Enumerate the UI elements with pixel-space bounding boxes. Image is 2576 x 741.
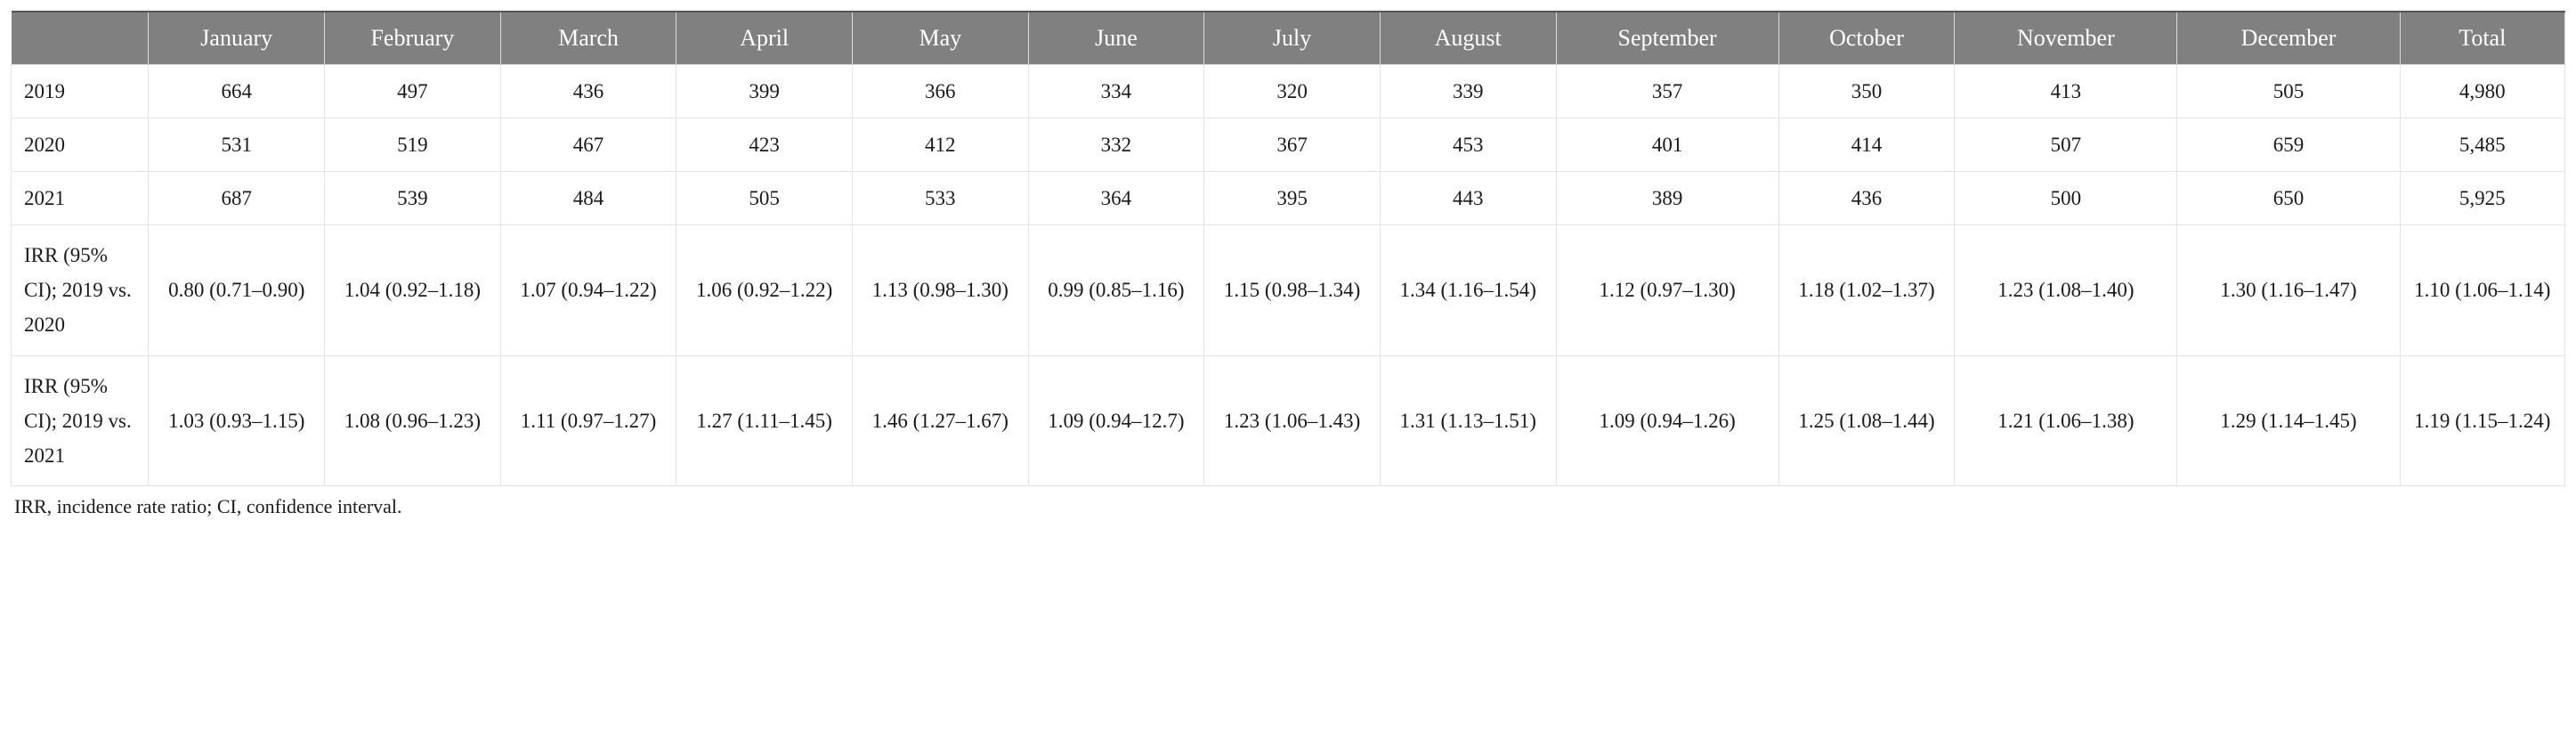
cell: 334 [1028,65,1204,118]
col-head-december: December [2177,12,2400,65]
cell: 650 [2177,172,2400,225]
cell: 1.27 (1.11–1.45) [676,355,853,485]
table-header-row: January February March April May June Ju… [12,12,2565,65]
col-head-july: July [1204,12,1381,65]
cell: 4,980 [2400,65,2564,118]
cell: 1.25 (1.08–1.44) [1778,355,1955,485]
cell: 413 [1955,65,2177,118]
col-head-october: October [1778,12,1955,65]
cell: 366 [852,65,1028,118]
cell: 401 [1556,118,1778,172]
cell: 1.30 (1.16–1.47) [2177,225,2400,355]
col-head-total: Total [2400,12,2564,65]
cell: 1.08 (0.96–1.23) [325,355,501,485]
cell: 443 [1380,172,1556,225]
cell: 1.06 (0.92–1.22) [676,225,853,355]
cell: 1.23 (1.08–1.40) [1955,225,2177,355]
table-row: 2021 687 539 484 505 533 364 395 443 389… [12,172,2565,225]
cell: 1.23 (1.06–1.43) [1204,355,1381,485]
col-head-june: June [1028,12,1204,65]
cell: 539 [325,172,501,225]
cell: 664 [149,65,325,118]
cell: 5,485 [2400,118,2564,172]
cell: 423 [676,118,853,172]
cell: 1.21 (1.06–1.38) [1955,355,2177,485]
row-head: 2019 [12,65,149,118]
cell: 1.09 (0.94–1.26) [1556,355,1778,485]
cell: 1.03 (0.93–1.15) [149,355,325,485]
cell: 332 [1028,118,1204,172]
cell: 1.13 (0.98–1.30) [852,225,1028,355]
cell: 497 [325,65,501,118]
cell: 436 [1778,172,1955,225]
cell: 1.04 (0.92–1.18) [325,225,501,355]
table-body: 2019 664 497 436 399 366 334 320 339 357… [12,65,2565,486]
row-head: IRR (95% CI); 2019 vs. 2021 [12,355,149,485]
cell: 367 [1204,118,1381,172]
cell: 507 [1955,118,2177,172]
col-head-may: May [852,12,1028,65]
col-head-january: January [149,12,325,65]
row-head: IRR (95% CI); 2019 vs. 2020 [12,225,149,355]
cell: 1.11 (0.97–1.27) [500,355,676,485]
col-head-march: March [500,12,676,65]
cell: 531 [149,118,325,172]
cell: 1.07 (0.94–1.22) [500,225,676,355]
cell: 519 [325,118,501,172]
cell: 1.12 (0.97–1.30) [1556,225,1778,355]
col-head-august: August [1380,12,1556,65]
cell: 467 [500,118,676,172]
cell: 505 [676,172,853,225]
col-head-november: November [1955,12,2177,65]
cell: 0.99 (0.85–1.16) [1028,225,1204,355]
cell: 357 [1556,65,1778,118]
cell: 5,925 [2400,172,2564,225]
cell: 500 [1955,172,2177,225]
cell: 350 [1778,65,1955,118]
cell: 1.34 (1.16–1.54) [1380,225,1556,355]
table-row: 2020 531 519 467 423 412 332 367 453 401… [12,118,2565,172]
cell: 1.10 (1.06–1.14) [2400,225,2564,355]
cell: 1.31 (1.13–1.51) [1380,355,1556,485]
row-head: 2021 [12,172,149,225]
cell: 1.19 (1.15–1.24) [2400,355,2564,485]
table-row: IRR (95% CI); 2019 vs. 2020 0.80 (0.71–0… [12,225,2565,355]
cell: 484 [500,172,676,225]
cell: 1.09 (0.94–12.7) [1028,355,1204,485]
cell: 453 [1380,118,1556,172]
cell: 399 [676,65,853,118]
cell: 414 [1778,118,1955,172]
cell: 1.46 (1.27–1.67) [852,355,1028,485]
table-row: IRR (95% CI); 2019 vs. 2021 1.03 (0.93–1… [12,355,2565,485]
cell: 1.15 (0.98–1.34) [1204,225,1381,355]
cell: 364 [1028,172,1204,225]
col-head-september: September [1556,12,1778,65]
cell: 395 [1204,172,1381,225]
cell: 0.80 (0.71–0.90) [149,225,325,355]
cell: 505 [2177,65,2400,118]
cell: 339 [1380,65,1556,118]
col-head-february: February [325,12,501,65]
cell: 389 [1556,172,1778,225]
cell: 412 [852,118,1028,172]
cell: 1.18 (1.02–1.37) [1778,225,1955,355]
row-head: 2020 [12,118,149,172]
cell: 1.29 (1.14–1.45) [2177,355,2400,485]
cell: 320 [1204,65,1381,118]
table-footnote: IRR, incidence rate ratio; CI, confidenc… [11,486,2565,518]
col-head-april: April [676,12,853,65]
table-row: 2019 664 497 436 399 366 334 320 339 357… [12,65,2565,118]
cell: 533 [852,172,1028,225]
cell: 436 [500,65,676,118]
col-head-blank [12,12,149,65]
cell: 659 [2177,118,2400,172]
data-table: January February March April May June Ju… [11,11,2565,486]
cell: 687 [149,172,325,225]
